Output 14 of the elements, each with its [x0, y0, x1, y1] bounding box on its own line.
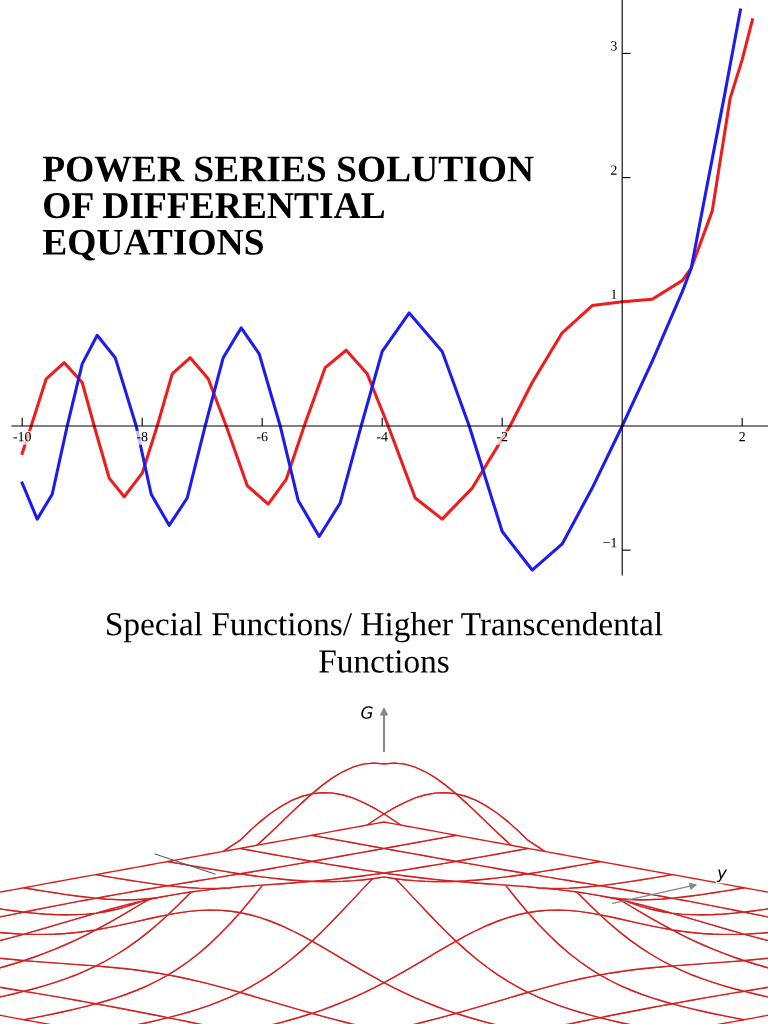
y-tick-label: −1: [603, 538, 617, 548]
x-tick-label: 2: [739, 431, 745, 442]
x-tick-label: -8: [136, 431, 148, 442]
text: y: [716, 869, 728, 883]
text: POWER SERIES SOLUTION OF DIFFERENTIAL EQUATIONS: [42, 156, 534, 261]
x-tick-label: -2: [496, 431, 508, 442]
y-tick-label: 2: [611, 165, 617, 175]
text: Special Functions/ Higher Transcendental Functions: [107, 612, 663, 673]
text: G: [361, 706, 373, 719]
x-tick-label: -4: [376, 432, 388, 442]
x-tick-label: -10: [13, 431, 31, 442]
y-tick-label: 1: [611, 289, 617, 299]
y-tick-label: 3: [611, 41, 617, 51]
x-tick-label: -6: [256, 431, 268, 442]
